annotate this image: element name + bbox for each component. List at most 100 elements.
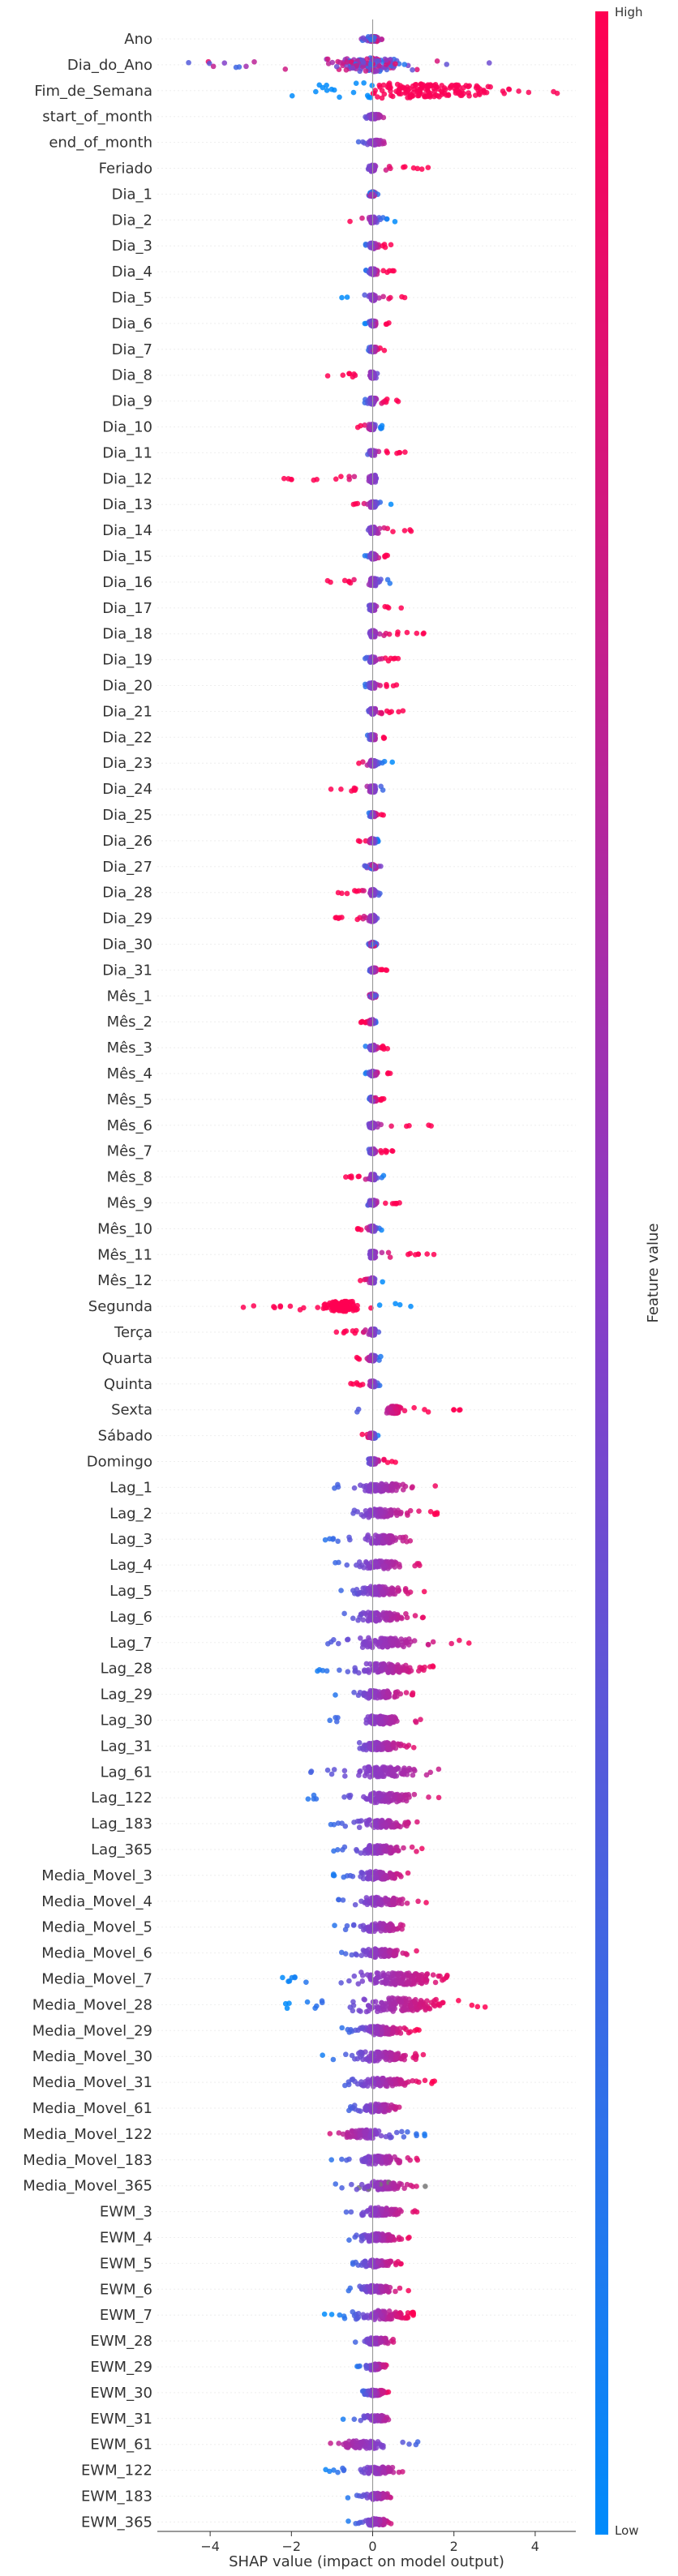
shap-point [399, 294, 405, 300]
shap-point [313, 88, 319, 95]
shap-point [401, 528, 408, 534]
shap-point [363, 1327, 368, 1333]
shap-point [341, 1768, 348, 1774]
shap-point [466, 1640, 472, 1646]
shap-point [324, 82, 329, 88]
shap-point [362, 553, 368, 559]
shap-point [369, 478, 375, 484]
shap-point [385, 658, 392, 664]
shap-point [354, 1509, 361, 1515]
shap-point [365, 1532, 371, 1538]
shap-point [407, 91, 414, 97]
shap-point [392, 655, 398, 662]
shap-point [373, 1488, 379, 1494]
shap-point [393, 1301, 398, 1307]
shap-point [422, 1407, 427, 1412]
shap-point [384, 1535, 390, 1541]
shap-point [271, 1304, 277, 1309]
shap-point [389, 1486, 396, 1492]
shap-point [335, 1640, 341, 1647]
shap-point [415, 1251, 422, 1258]
shap-point [331, 1767, 337, 1772]
shap-point [282, 66, 289, 72]
shap-point [320, 1305, 327, 1311]
shap-point [389, 1587, 396, 1592]
shap-point [430, 1664, 436, 1669]
shap-point [358, 1562, 365, 1568]
shap-point [344, 59, 350, 65]
shap-point [360, 1513, 367, 1519]
shap-point [378, 1507, 384, 1512]
shap-point [369, 83, 375, 88]
shap-point [398, 605, 405, 611]
shap-point [371, 555, 377, 561]
shap-point [367, 658, 373, 665]
shap-point [392, 1200, 397, 1207]
shap-point [361, 888, 367, 894]
shap-point [372, 992, 378, 998]
shap-point [240, 1305, 247, 1310]
shap-point [383, 630, 389, 636]
shap-point [206, 60, 212, 66]
shap-point [418, 1666, 425, 1672]
shap-point [395, 1667, 401, 1674]
shap-point [338, 787, 344, 792]
shap-point [384, 1690, 391, 1696]
shap-point [359, 139, 366, 145]
shap-point [342, 1773, 348, 1779]
shap-point [373, 1588, 379, 1595]
shap-point [355, 838, 362, 844]
shap-point [324, 1668, 330, 1674]
shap-point [376, 295, 382, 301]
shap-point [418, 166, 425, 172]
shap-point [360, 1585, 366, 1592]
shap-point [341, 1610, 347, 1617]
shap-point [324, 88, 330, 93]
shap-point [372, 504, 378, 510]
shap-point [401, 164, 406, 170]
shap-point [339, 294, 345, 301]
shap-point [456, 91, 461, 96]
shap-point [384, 1513, 391, 1519]
shap-point [379, 36, 384, 42]
shap-point [441, 85, 448, 91]
shap-point [402, 449, 408, 455]
shap-point [360, 1590, 367, 1597]
shap-point [426, 1122, 431, 1128]
shap-point [368, 1254, 375, 1260]
shap-point [389, 759, 396, 765]
shap-point [384, 708, 390, 714]
shap-point [352, 1305, 358, 1311]
shap-point [406, 1742, 412, 1748]
shap-point [444, 62, 450, 67]
shap-point [343, 66, 350, 73]
shap-point [371, 1383, 377, 1390]
shap-point [354, 62, 360, 69]
shap-point [370, 373, 376, 379]
shap-point [340, 62, 345, 69]
shap-point [379, 710, 384, 716]
shap-point [375, 94, 380, 100]
shap-point [362, 422, 368, 428]
shap-point [383, 57, 389, 63]
shap-point [387, 581, 393, 586]
shap-point [377, 84, 383, 90]
shap-point [380, 1540, 386, 1546]
shap-point [388, 501, 394, 508]
shap-point [333, 63, 340, 70]
shap-point [412, 1562, 418, 1569]
shap-point [350, 1615, 356, 1622]
shap-point [369, 395, 375, 401]
shap-point [375, 1716, 381, 1722]
shap-point [277, 1303, 284, 1309]
shap-point [341, 577, 348, 584]
shap-point [210, 63, 217, 70]
shap-point [354, 888, 359, 894]
shap-point [379, 95, 385, 101]
shap-point [401, 1771, 407, 1777]
shap-point [359, 215, 365, 221]
shap-point [399, 1615, 405, 1622]
shap-point [343, 1298, 350, 1305]
shap-point [388, 242, 394, 248]
